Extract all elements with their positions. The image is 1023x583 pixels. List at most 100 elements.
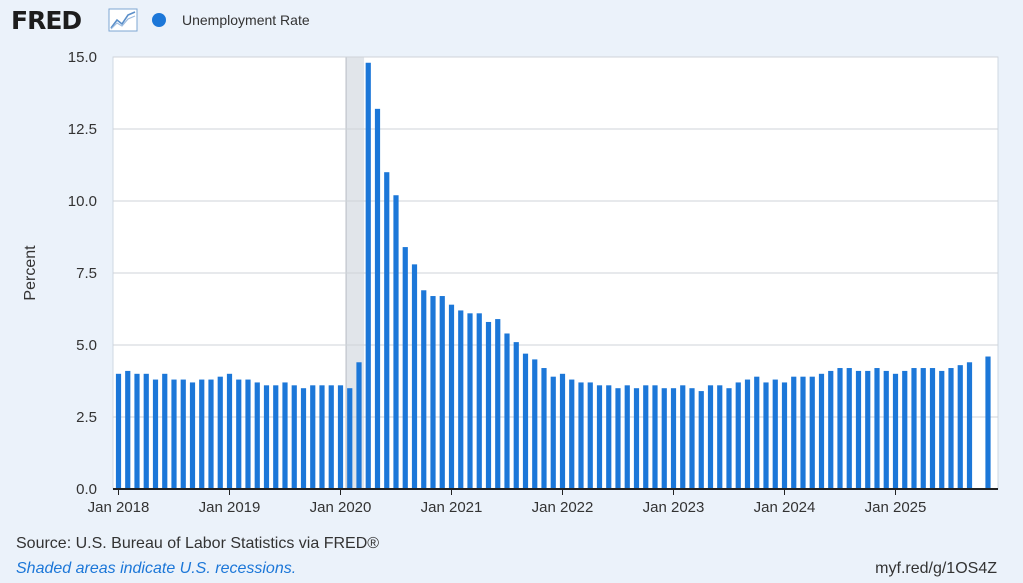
bar (818, 373, 825, 489)
bar (550, 376, 556, 489)
bar (624, 385, 630, 489)
bar (328, 385, 334, 489)
x-tick-label: Jan 2020 (310, 499, 372, 516)
y-tick-label: 7.5 (76, 265, 97, 282)
bar (606, 385, 612, 489)
bar (717, 385, 723, 489)
graph-icon (108, 8, 138, 32)
bar (365, 62, 371, 489)
bar (152, 379, 159, 489)
bar (504, 333, 510, 489)
bar (985, 356, 991, 489)
bar (115, 373, 122, 489)
bar (707, 385, 714, 489)
y-tick-label: 2.5 (76, 409, 97, 426)
bar (300, 388, 307, 489)
bar (199, 379, 205, 489)
bar (319, 385, 325, 489)
bar (513, 342, 519, 489)
y-tick-label: 12.5 (68, 121, 97, 138)
bar (735, 382, 741, 489)
recession-note: Shaded areas indicate U.S. recessions. (16, 560, 297, 577)
bar (726, 388, 732, 489)
bar (356, 362, 362, 489)
bar (781, 382, 788, 489)
bar (929, 368, 936, 489)
bar (236, 379, 242, 489)
bar (892, 373, 899, 489)
bar (162, 373, 168, 489)
bar (189, 382, 196, 489)
x-tick-label: Jan 2019 (199, 499, 261, 516)
bar (652, 385, 658, 489)
bar (809, 376, 815, 489)
bar (661, 388, 667, 489)
bar (772, 379, 778, 489)
bar (902, 370, 908, 489)
bar (125, 370, 131, 489)
short-link[interactable]: myf.red/g/1OS4Z (875, 560, 997, 577)
bar (458, 310, 464, 489)
bar (402, 247, 408, 489)
bar (680, 385, 686, 489)
bar (744, 379, 751, 489)
bar (273, 385, 279, 489)
bar (226, 373, 233, 489)
bar (291, 385, 297, 489)
y-tick-label: 0.0 (76, 481, 97, 498)
bar (643, 385, 649, 489)
bar (485, 321, 492, 489)
legend-marker (152, 13, 166, 27)
fred-logo[interactable]: FRED (11, 6, 82, 35)
bar (670, 388, 677, 489)
bar (439, 296, 445, 489)
bar (448, 304, 455, 489)
x-tick-label: Jan 2022 (532, 499, 594, 516)
bar (846, 368, 852, 489)
bar (384, 172, 390, 489)
bar (208, 379, 214, 489)
bar (569, 379, 575, 489)
bar (254, 382, 260, 489)
bar (171, 379, 177, 489)
bar (245, 379, 251, 489)
bar (587, 382, 593, 489)
bar (282, 382, 288, 489)
bar (883, 370, 889, 489)
bar (911, 368, 917, 489)
bar (800, 376, 806, 489)
bar (476, 313, 482, 489)
bar (495, 319, 501, 489)
bar (217, 376, 223, 489)
bar (337, 385, 344, 489)
y-axis-label: Percent (22, 245, 39, 301)
bar (393, 195, 399, 490)
legend-label: Unemployment Rate (182, 12, 310, 28)
bar (559, 373, 566, 489)
bar (578, 382, 584, 489)
bar (874, 368, 880, 489)
x-tick-label: Jan 2025 (865, 499, 927, 516)
bar (957, 365, 963, 489)
bar (855, 370, 862, 489)
source-text: Source: U.S. Bureau of Labor Statistics … (16, 535, 380, 552)
bar (615, 388, 621, 489)
bar (180, 379, 186, 489)
bar (754, 376, 760, 489)
bar (134, 373, 140, 489)
bar (939, 370, 945, 489)
bar (865, 370, 871, 489)
x-tick-label: Jan 2021 (421, 499, 483, 516)
bar (837, 368, 843, 489)
bar (541, 368, 547, 489)
bar (374, 108, 381, 489)
bar (948, 368, 954, 489)
y-tick-label: 15.0 (68, 49, 97, 66)
x-tick-label: Jan 2018 (88, 499, 150, 516)
y-tick-label: 10.0 (68, 193, 97, 210)
bar (347, 388, 353, 489)
bar (532, 359, 538, 489)
bar (421, 290, 427, 489)
bar (791, 376, 797, 489)
